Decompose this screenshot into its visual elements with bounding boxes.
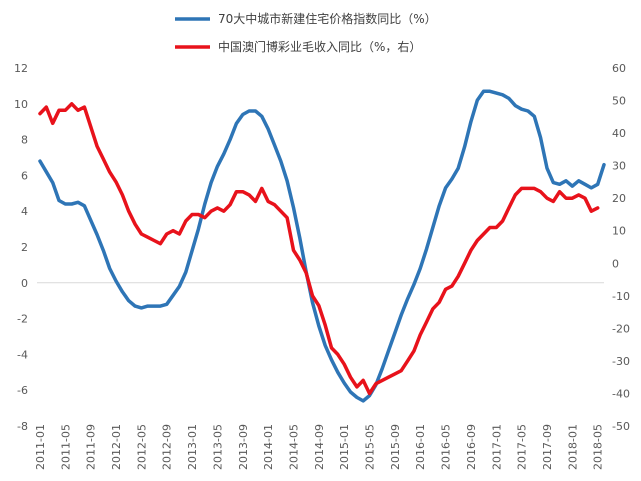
left-axis-tick-label: -8 xyxy=(17,420,28,433)
x-axis-tick-label: 2012-01 xyxy=(110,424,123,470)
x-axis-tick-label: 2011-05 xyxy=(59,424,72,470)
series-line-macau-gaming xyxy=(38,102,600,396)
left-axis-tick-label: 10 xyxy=(14,98,28,111)
right-axis-tick-label: 0 xyxy=(612,257,619,270)
right-axis-tick-label: 50 xyxy=(612,95,626,108)
left-axis-tick-label: 2 xyxy=(21,241,28,254)
x-axis-tick-label: 2011-09 xyxy=(85,424,98,470)
legend: 70大中城市新建住宅价格指数同比（%） 中国澳门博彩业毛收入同比（%，右） xyxy=(175,11,437,54)
x-axis-tick-label: 2014-05 xyxy=(287,424,300,470)
x-axis-tick-label: 2018-05 xyxy=(592,424,605,470)
right-axis-tick-label: 10 xyxy=(612,225,626,238)
right-axis-tick-label: 20 xyxy=(612,192,626,205)
x-axis-tick-label: 2013-05 xyxy=(211,424,224,470)
right-axis-tick-label: 30 xyxy=(612,160,626,173)
x-axis-tick-label: 2015-05 xyxy=(364,424,377,470)
left-axis-tick-labels: -8 -6 -4 -2 0 2 4 6 8 10 12 xyxy=(14,62,28,433)
right-axis-tick-labels: -50 -40 -30 -20 -10 0 10 20 30 40 50 60 xyxy=(612,62,630,433)
x-axis-tick-label: 2014-01 xyxy=(262,424,275,470)
x-axis-tick-label: 2017-05 xyxy=(516,424,529,470)
x-axis-tick-labels: 2011-01 2011-05 2011-09 2012-01 2012-05 2012-… xyxy=(34,424,605,470)
right-axis-tick-label: -40 xyxy=(612,387,630,400)
x-axis-tick-label: 2012-09 xyxy=(161,424,174,470)
left-axis-tick-label: 0 xyxy=(21,277,28,290)
x-axis-tick-label: 2013-09 xyxy=(237,424,250,470)
x-axis-tick-label: 2016-09 xyxy=(465,424,478,470)
x-axis-tick-label: 2016-05 xyxy=(440,424,453,470)
x-axis-tick-label: 2013-01 xyxy=(186,424,199,470)
x-axis-tick-label: 2017-09 xyxy=(541,424,554,470)
right-axis-tick-label: -20 xyxy=(612,322,630,335)
legend-label-house-price: 70大中城市新建住宅价格指数同比（%） xyxy=(218,11,437,26)
x-axis-tick-label: 2015-01 xyxy=(338,424,351,470)
x-axis-tick-label: 2016-01 xyxy=(414,424,427,470)
left-axis-tick-label: 6 xyxy=(21,169,28,182)
right-axis-tick-label: 40 xyxy=(612,127,626,140)
legend-label-macau-gaming: 中国澳门博彩业毛收入同比（%，右） xyxy=(218,39,421,54)
x-axis-tick-label: 2014-09 xyxy=(313,424,326,470)
right-axis-tick-label: -10 xyxy=(612,290,630,303)
left-axis-tick-label: -2 xyxy=(17,313,28,326)
right-axis-tick-label: 60 xyxy=(612,62,626,75)
series-line-house-price xyxy=(38,89,606,403)
x-axis-tick-label: 2018-01 xyxy=(566,424,579,470)
left-axis-tick-label: -6 xyxy=(17,384,28,397)
x-axis-tick-label: 2015-09 xyxy=(389,424,402,470)
left-axis-tick-label: 12 xyxy=(14,62,28,75)
left-axis-tick-label: 4 xyxy=(21,205,28,218)
left-axis-tick-label: -4 xyxy=(17,348,28,361)
x-axis-tick-label: 2012-05 xyxy=(135,424,148,470)
right-axis-tick-label: -30 xyxy=(612,355,630,368)
x-axis-tick-label: 2011-01 xyxy=(34,424,47,470)
right-axis-tick-label: -50 xyxy=(612,420,630,433)
left-axis-tick-label: 8 xyxy=(21,134,28,147)
x-axis-tick-label: 2017-01 xyxy=(490,424,503,470)
